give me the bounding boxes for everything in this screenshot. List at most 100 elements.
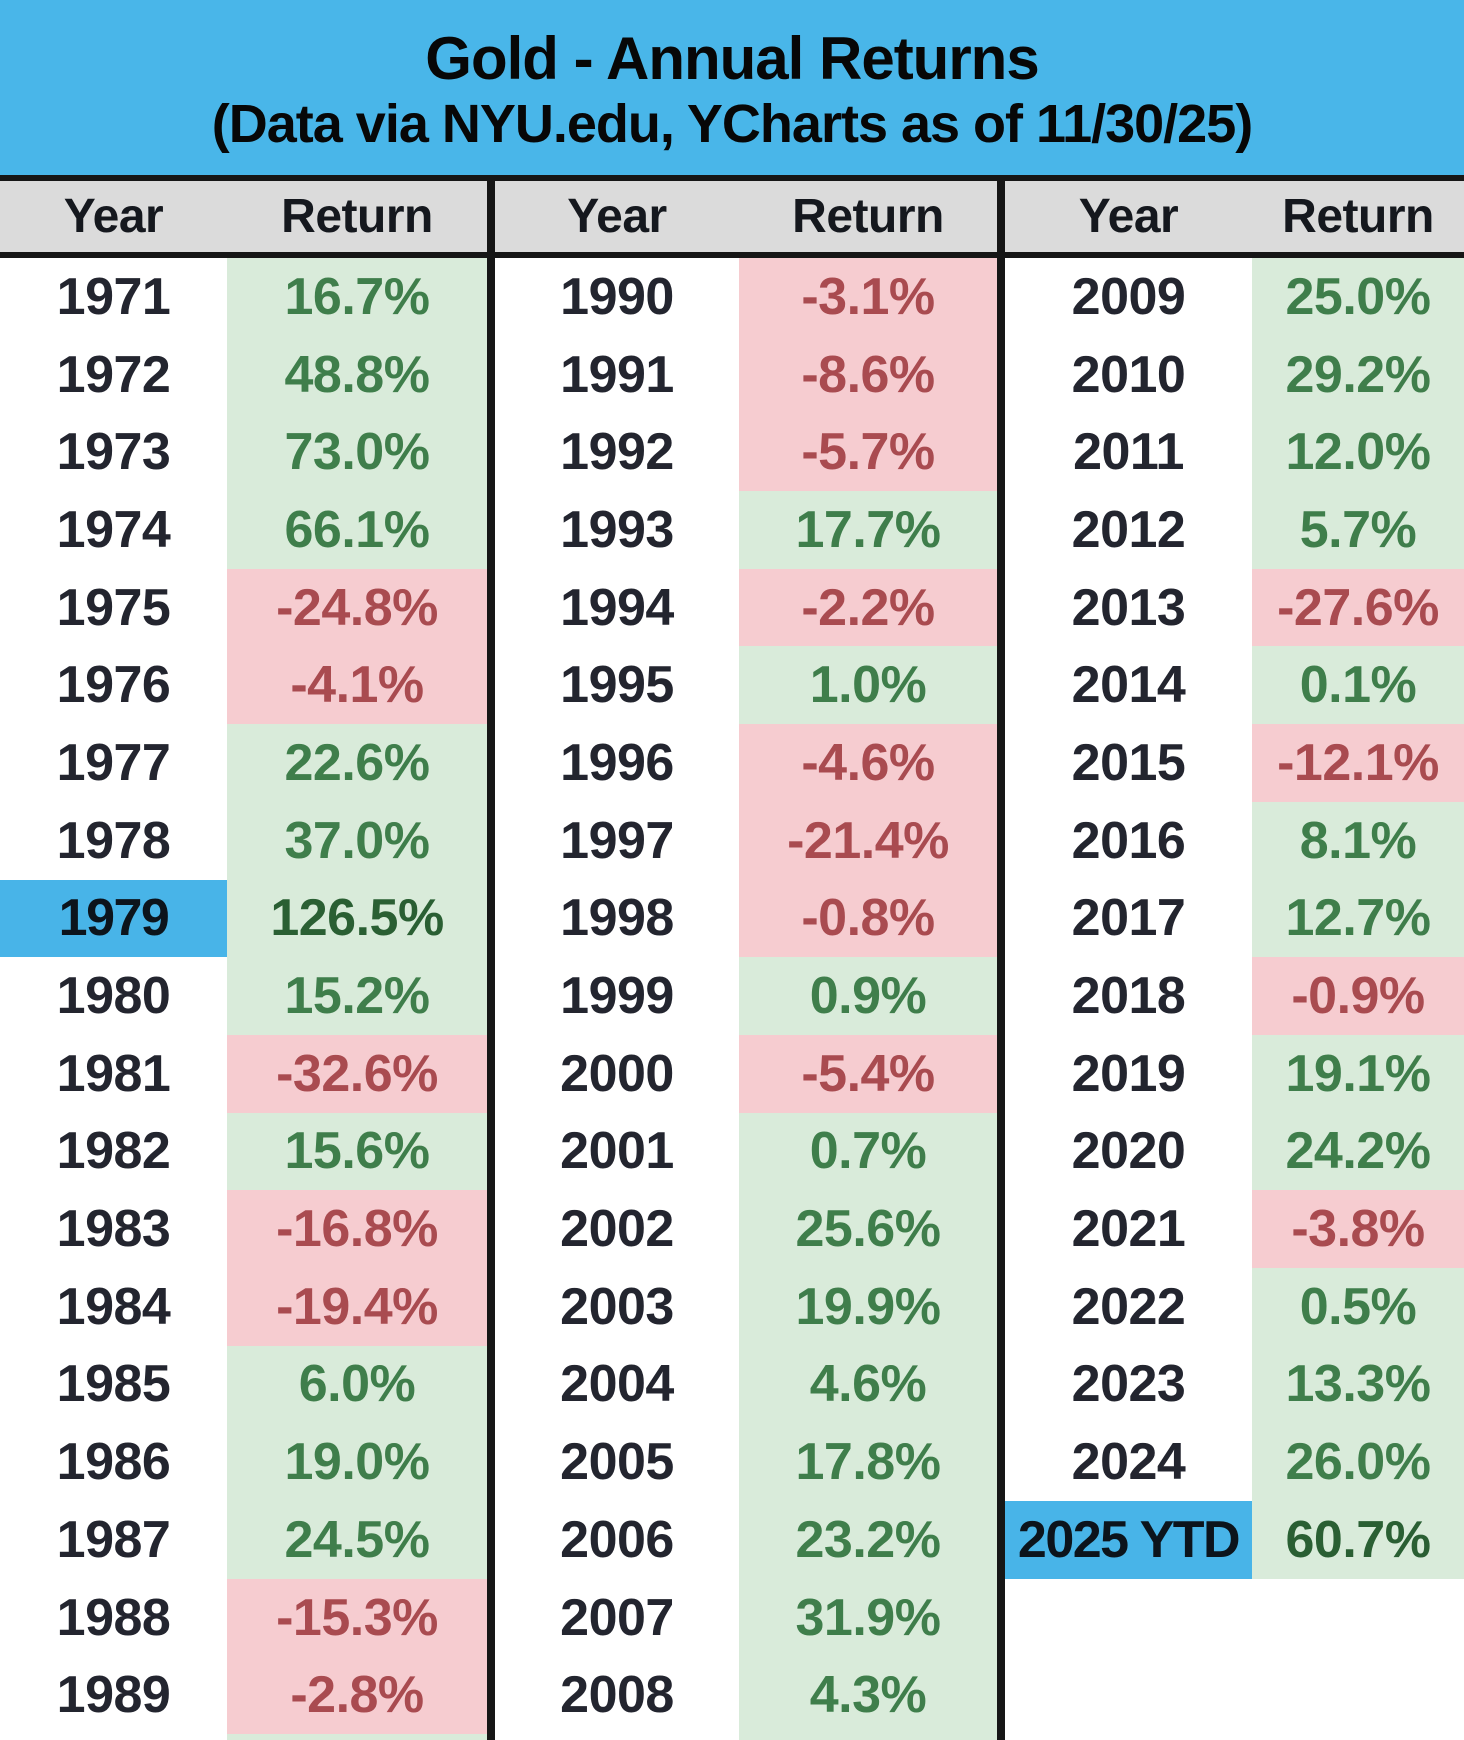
year-cell: 1999 [495, 957, 739, 1035]
table-row: 1982 15.6% [0, 1112, 487, 1191]
table-row: 2020 24.2% [1005, 1112, 1464, 1191]
year-cell: 2018 [1005, 957, 1252, 1035]
return-cell: 6.0% [227, 1345, 487, 1424]
table-row: 2022 0.5% [1005, 1267, 1464, 1346]
return-cell: 17.7% [739, 491, 997, 569]
year-cell: 1984 [0, 1267, 227, 1346]
returns-table: 1971 16.7% 1972 48.8% 1973 73.0% 1974 66… [0, 258, 1464, 1740]
column-header-year: Year [1078, 190, 1179, 243]
table-row: 1993 17.7% [495, 491, 997, 569]
return-cell: 26.0% [1252, 1423, 1464, 1501]
return-cell: 0.7% [739, 1112, 997, 1191]
return-cell: 0.1% [1252, 646, 1464, 725]
return-cell: 22.6% [227, 724, 487, 802]
table-row: 2011 12.0% [1005, 413, 1464, 492]
year-cell: 1983 [0, 1190, 227, 1268]
year-cell: 1997 [495, 801, 739, 880]
return-cell: -15.3% [227, 1578, 487, 1657]
year-cell: 1992 [495, 413, 739, 492]
year-cell: 1980 [0, 957, 227, 1035]
table-row: 2008 4.3% [495, 1656, 997, 1735]
year-cell: 2002 [495, 1190, 739, 1268]
return-cell: -24.8% [227, 568, 487, 647]
year-cell: 1995 [495, 646, 739, 725]
year-cell: 1990 [495, 258, 739, 336]
table-row: 1975 -24.8% [0, 568, 487, 647]
return-cell: 8.1% [1252, 801, 1464, 880]
table-row: 1988 -15.3% [0, 1578, 487, 1657]
table-row: 2018 -0.9% [1005, 957, 1464, 1035]
return-cell: 16.7% [227, 258, 487, 336]
title-banner: Gold - Annual Returns (Data via NYU.edu,… [0, 0, 1464, 175]
year-cell: 1987 [0, 1501, 227, 1579]
return-cell: 48.8% [227, 335, 487, 414]
return-cell: 126.5% [227, 879, 487, 958]
year-cell: 2015 [1005, 724, 1252, 802]
column-header-return: Return [281, 190, 433, 243]
column-separator [997, 181, 1005, 252]
table-row: 2006 23.2% [495, 1501, 997, 1579]
return-cell: 17.8% [739, 1423, 997, 1501]
year-cell: 2013 [1005, 568, 1252, 647]
return-cell: 60.7% [1252, 1501, 1464, 1579]
table-row: 2024 26.0% [1005, 1423, 1464, 1501]
table-row: 2021 -3.8% [1005, 1190, 1464, 1268]
table-row: 1987 24.5% [0, 1501, 487, 1579]
return-cell: -8.6% [739, 335, 997, 414]
return-cell: 24.5% [227, 1501, 487, 1579]
year-cell: 1974 [0, 491, 227, 569]
year-cell: 2022 [1005, 1267, 1252, 1346]
table-row: 2002 25.6% [495, 1190, 997, 1268]
page-subtitle: (Data via NYU.edu, YCharts as of 11/30/2… [211, 93, 1253, 154]
return-cell: 12.7% [1252, 879, 1464, 958]
year-cell: 2016 [1005, 801, 1252, 880]
year-cell: 2020 [1005, 1112, 1252, 1191]
column-header-row: Year Return Year Return Year Return [0, 181, 1464, 252]
column-header-year: Year [567, 190, 667, 243]
year-cell: 1975 [0, 568, 227, 647]
table-row: 1990 -3.1% [495, 258, 997, 336]
table-row: 2023 13.3% [1005, 1345, 1464, 1424]
year-cell: 2010 [1005, 335, 1252, 414]
return-cell: -0.9% [1252, 957, 1464, 1035]
year-cell: 2011 [1005, 413, 1252, 492]
return-cell: 29.2% [1252, 335, 1464, 414]
return-cell: -2.2% [739, 568, 997, 647]
return-cell: 5.7% [1252, 491, 1464, 569]
table-row: 2012 5.7% [1005, 491, 1464, 569]
column-header-return: Return [1282, 190, 1434, 243]
return-cell: -3.8% [1252, 1190, 1464, 1268]
return-cell: -32.6% [227, 1034, 487, 1113]
year-cell: 1978 [0, 801, 227, 880]
return-cell: 0.9% [739, 957, 997, 1035]
table-row: 2004 4.6% [495, 1345, 997, 1424]
table-row: 1983 -16.8% [0, 1190, 487, 1268]
return-cell: 19.1% [1252, 1034, 1464, 1113]
return-cell: -16.8% [227, 1190, 487, 1268]
return-cell: -27.6% [1252, 568, 1464, 647]
return-cell: -3.1% [739, 258, 997, 336]
year-cell [1005, 1578, 1252, 1657]
table-row: 2005 17.8% [495, 1423, 997, 1501]
year-cell: 2004 [495, 1345, 739, 1424]
year-cell: 1998 [495, 879, 739, 958]
year-cell: 1972 [0, 335, 227, 414]
table-row: 1992 -5.7% [495, 413, 997, 492]
year-cell: 2025 YTD [1005, 1501, 1252, 1579]
year-cell: 2001 [495, 1112, 739, 1191]
return-cell: 73.0% [227, 413, 487, 492]
table-row: 1991 -8.6% [495, 335, 997, 414]
return-cell: 19.0% [227, 1423, 487, 1501]
return-cell: 12.0% [1252, 413, 1464, 492]
year-cell: 1993 [495, 491, 739, 569]
table-group-1971-1989: 1971 16.7% 1972 48.8% 1973 73.0% 1974 66… [0, 258, 487, 1740]
year-cell: 2023 [1005, 1345, 1252, 1424]
return-cell: 25.6% [739, 1190, 997, 1268]
return-cell: -21.4% [739, 801, 997, 880]
year-cell: 2017 [1005, 879, 1252, 958]
table-row: 1984 -19.4% [0, 1267, 487, 1346]
table-row: 1977 22.6% [0, 724, 487, 802]
table-group-2009-2025: 2009 25.0% 2010 29.2% 2011 12.0% 2012 5.… [1005, 258, 1464, 1740]
year-cell: 2008 [495, 1656, 739, 1735]
table-row: 1981 -32.6% [0, 1034, 487, 1113]
